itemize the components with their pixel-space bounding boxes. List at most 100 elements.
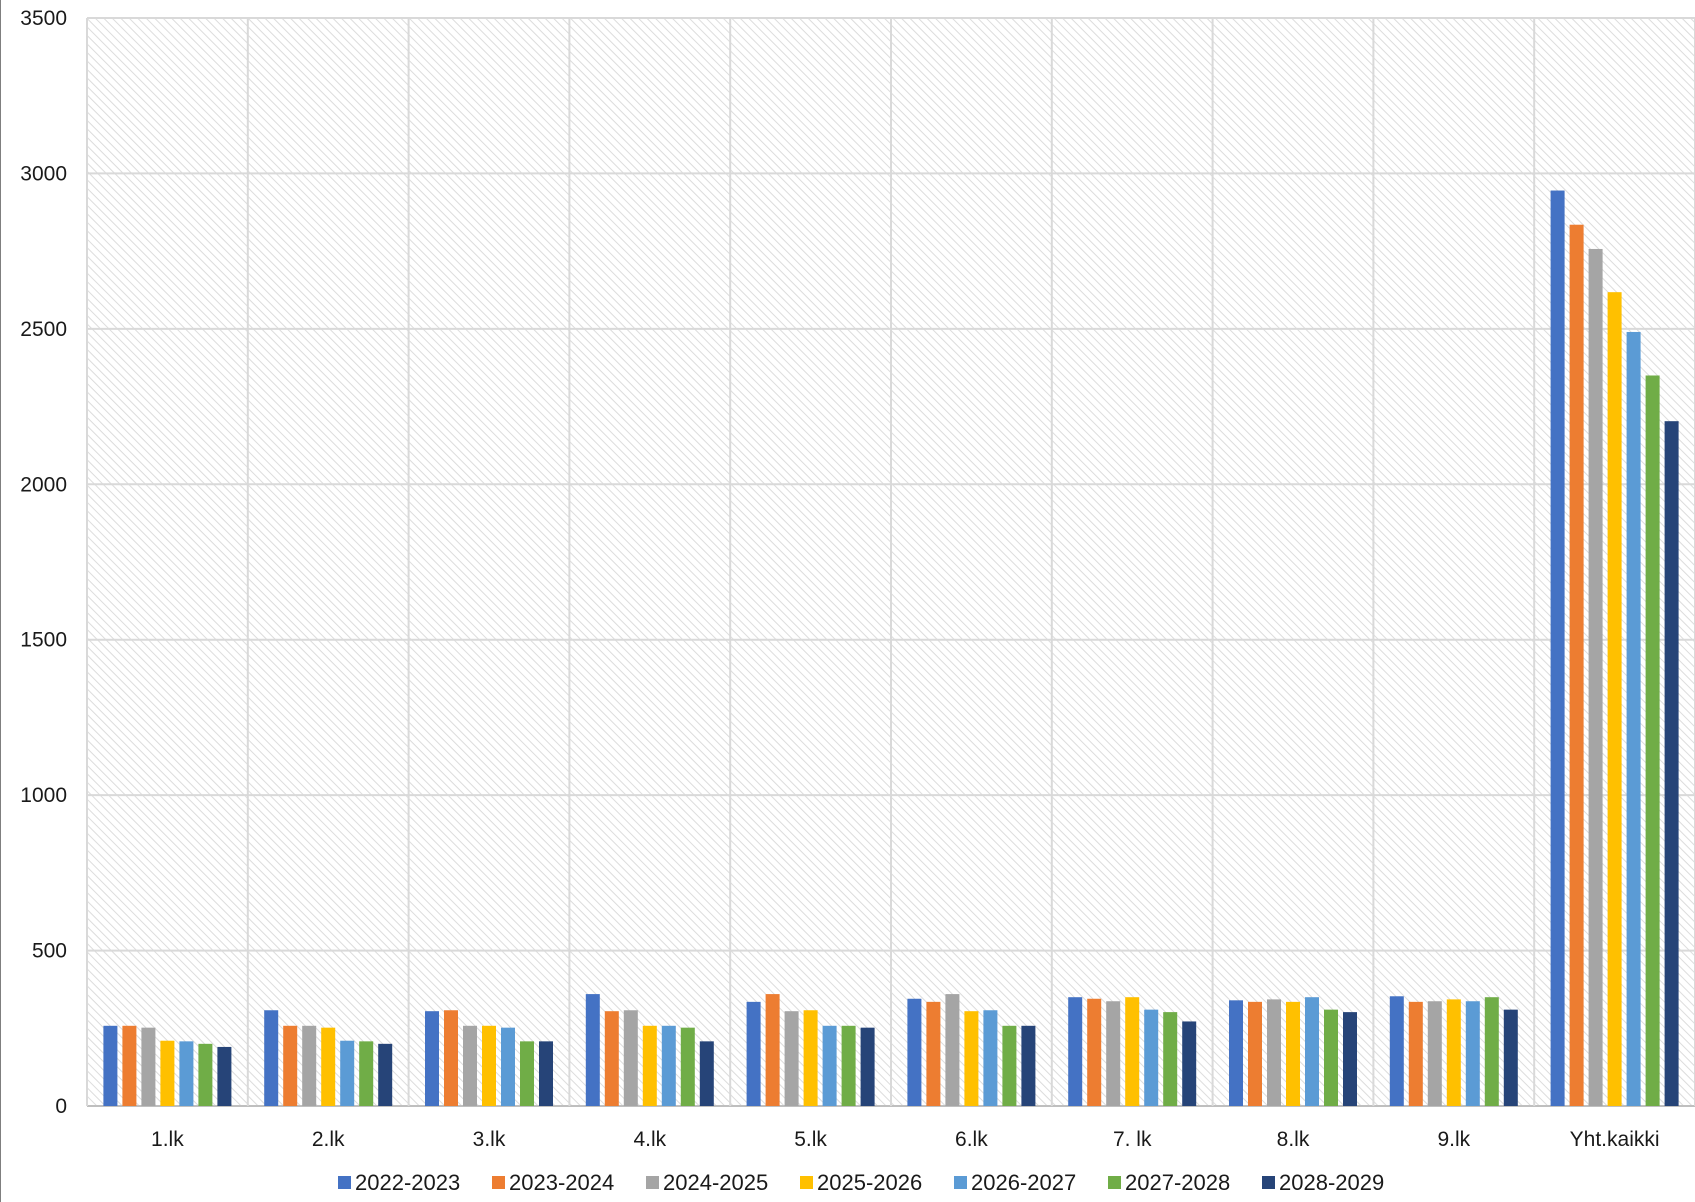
bar-2023-2024-8-lk	[1248, 1001, 1262, 1106]
bars	[103, 190, 1679, 1107]
bar-2022-2023-8-lk	[1229, 1000, 1243, 1106]
bar-2025-2026-1-lk	[160, 1040, 175, 1106]
bar-2025-2026-2-lk	[321, 1027, 336, 1106]
x-tick-label: 6.lk	[955, 1128, 988, 1151]
x-tick-label: 9.lk	[1437, 1128, 1470, 1151]
legend-label: 2025-2026	[817, 1170, 922, 1195]
bar-2028-2029-5-lk	[860, 1027, 875, 1106]
y-tick-label: 1000	[20, 784, 67, 807]
bar-2026-2027-1-lk	[179, 1041, 194, 1106]
y-tick-label: 2000	[20, 473, 67, 496]
bar-2026-2027-9-lk	[1465, 1001, 1480, 1106]
bar-2023-2024-3-lk	[444, 1010, 458, 1106]
bar-2027-2028-3-lk	[520, 1041, 534, 1106]
bar-2026-2027-3-lk	[501, 1027, 515, 1106]
bar-2028-2029-3-lk	[539, 1041, 553, 1106]
legend-swatch	[646, 1176, 659, 1189]
bar-2027-2028-5-lk	[841, 1025, 856, 1106]
bar-2027-2028-Yht-kaikki	[1645, 375, 1660, 1106]
bar-2026-2027-8-lk	[1305, 997, 1319, 1106]
bar-2023-2024-9-lk	[1408, 1001, 1423, 1106]
bar-2022-2023-6-lk	[907, 998, 922, 1106]
bar-2027-2028-7-lk	[1163, 1012, 1178, 1106]
bar-2027-2028-1-lk	[198, 1043, 213, 1106]
y-tick-label: 3500	[20, 7, 67, 30]
bar-2024-2025-9-lk	[1427, 1001, 1442, 1106]
bar-2026-2027-Yht-kaikki	[1626, 331, 1641, 1107]
bar-2022-2023-3-lk	[425, 1011, 439, 1106]
bar-2028-2029-2-lk	[378, 1043, 393, 1106]
bar-2028-2029-6-lk	[1021, 1025, 1036, 1106]
x-tick-label: 4.lk	[633, 1128, 666, 1151]
bar-2024-2025-5-lk	[784, 1011, 799, 1106]
bar-2026-2027-6-lk	[983, 1010, 998, 1106]
x-tick-label: Yht.kaikki	[1570, 1128, 1660, 1151]
legend-label: 2028-2029	[1279, 1170, 1384, 1195]
bar-2024-2025-Yht-kaikki	[1588, 248, 1603, 1106]
bar-2026-2027-4-lk	[661, 1025, 676, 1106]
bar-2026-2027-7-lk	[1144, 1009, 1159, 1106]
bar-2022-2023-9-lk	[1389, 996, 1404, 1106]
bar-2022-2023-Yht-kaikki	[1550, 190, 1565, 1107]
bar-2028-2029-4-lk	[699, 1041, 714, 1106]
y-tick-label: 1500	[20, 629, 67, 652]
legend-swatch	[1108, 1176, 1121, 1189]
bar-2023-2024-4-lk	[604, 1011, 619, 1106]
bar-2028-2029-1-lk	[217, 1046, 232, 1106]
bar-2023-2024-5-lk	[765, 994, 780, 1106]
y-tick-label: 0	[55, 1095, 67, 1118]
bar-2022-2023-1-lk	[103, 1025, 118, 1106]
bar-2026-2027-5-lk	[822, 1025, 837, 1106]
bar-2025-2026-5-lk	[803, 1010, 818, 1106]
y-tick-label: 2500	[20, 318, 67, 341]
bar-2024-2025-4-lk	[623, 1010, 638, 1106]
bar-2022-2023-4-lk	[585, 994, 600, 1106]
bar-2025-2026-6-lk	[964, 1011, 979, 1106]
bar-2024-2025-8-lk	[1267, 999, 1281, 1106]
x-tick-label: 8.lk	[1277, 1128, 1310, 1151]
bar-2025-2026-9-lk	[1446, 999, 1461, 1106]
bar-2027-2028-8-lk	[1324, 1009, 1338, 1106]
bar-2022-2023-2-lk	[264, 1010, 279, 1106]
bar-2028-2029-9-lk	[1503, 1009, 1518, 1106]
y-axis-tick-labels: 0 500 1000 1500 2000 2500 3000 3500	[20, 7, 67, 1118]
y-tick-label: 500	[32, 940, 67, 963]
bar-2025-2026-3-lk	[482, 1025, 496, 1106]
bar-2025-2026-Yht-kaikki	[1607, 292, 1622, 1106]
bar-2025-2026-7-lk	[1125, 997, 1140, 1106]
bar-2025-2026-4-lk	[642, 1025, 657, 1106]
bar-2022-2023-7-lk	[1068, 997, 1083, 1106]
bar-2024-2025-6-lk	[945, 994, 960, 1106]
bar-2026-2027-2-lk	[340, 1040, 355, 1106]
legend-label: 2027-2028	[1125, 1170, 1230, 1195]
bar-2027-2028-9-lk	[1484, 997, 1499, 1106]
x-tick-label: 3.lk	[473, 1128, 506, 1151]
bar-2023-2024-7-lk	[1087, 998, 1102, 1106]
bar-2024-2025-2-lk	[302, 1025, 317, 1106]
bar-2024-2025-3-lk	[463, 1025, 477, 1106]
x-tick-label: 5.lk	[794, 1128, 827, 1151]
legend-label: 2022-2023	[355, 1170, 460, 1195]
gridlines	[86, 17, 1695, 1107]
legend-label: 2024-2025	[663, 1170, 768, 1195]
bar-2028-2029-7-lk	[1182, 1021, 1197, 1106]
bar-2025-2026-8-lk	[1286, 1001, 1300, 1106]
bar-2023-2024-1-lk	[122, 1025, 137, 1106]
legend-swatch	[954, 1176, 967, 1189]
bar-2027-2028-2-lk	[359, 1041, 374, 1106]
legend-swatch	[338, 1176, 351, 1189]
legend-swatch	[800, 1176, 813, 1189]
x-tick-label: 7. lk	[1113, 1128, 1152, 1151]
bar-2024-2025-1-lk	[141, 1027, 156, 1106]
bar-2023-2024-6-lk	[926, 1001, 941, 1106]
legend: 2022-2023 2023-2024 2024-2025 2025-2026 2026…	[338, 1170, 1384, 1195]
y-tick-label: 3000	[20, 162, 67, 185]
legend-swatch	[1262, 1176, 1275, 1189]
bar-2027-2028-6-lk	[1002, 1025, 1017, 1106]
bar-2024-2025-7-lk	[1106, 1001, 1121, 1106]
legend-label: 2026-2027	[971, 1170, 1076, 1195]
bar-2022-2023-5-lk	[746, 1001, 761, 1106]
x-tick-label: 1.lk	[151, 1128, 184, 1151]
bar-2023-2024-Yht-kaikki	[1569, 224, 1584, 1107]
